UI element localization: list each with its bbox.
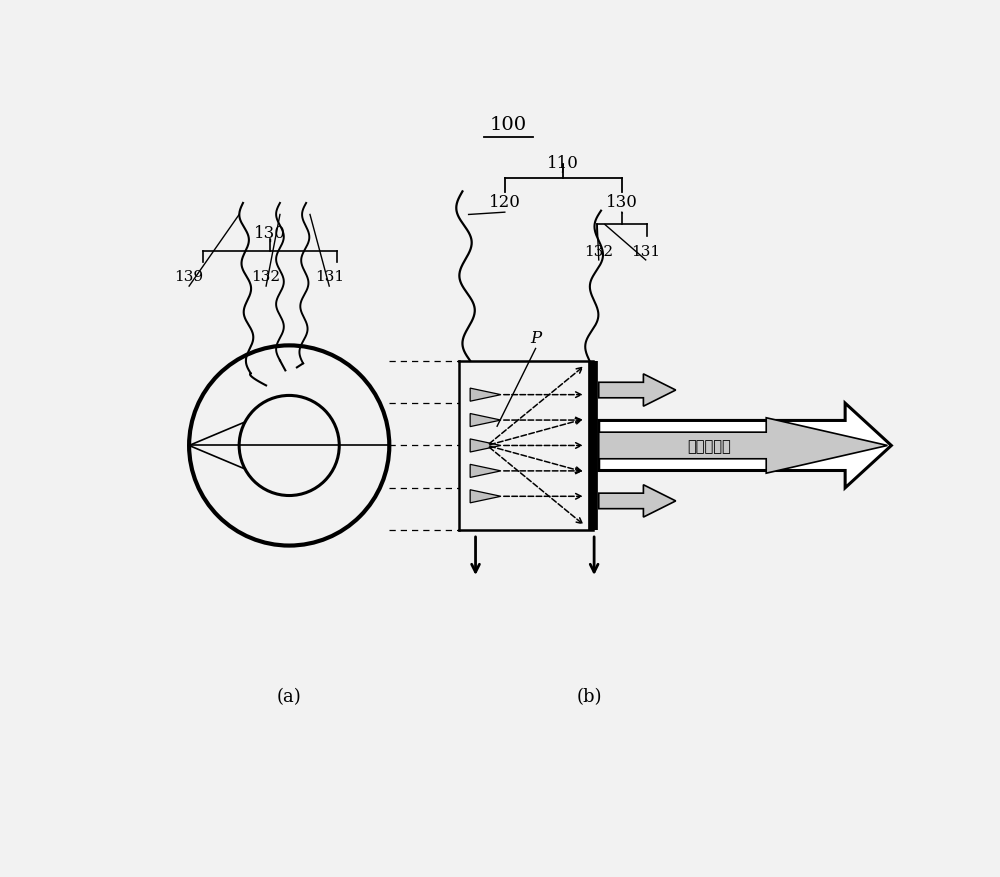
Polygon shape [470,465,501,478]
Text: (b): (b) [577,687,602,705]
FancyArrow shape [599,403,891,488]
Text: 中心离子风: 中心离子风 [687,438,731,453]
Text: 139: 139 [175,270,204,284]
Text: 130: 130 [606,194,638,210]
Text: (a): (a) [277,687,302,705]
Text: 132: 132 [252,270,281,284]
FancyArrow shape [599,485,676,517]
Text: 100: 100 [490,117,527,134]
Text: 130: 130 [254,225,286,241]
FancyArrow shape [599,374,676,407]
Polygon shape [470,439,501,453]
Polygon shape [470,414,501,427]
FancyArrow shape [599,418,887,474]
Text: 110: 110 [547,155,578,172]
Polygon shape [470,490,501,503]
Text: P: P [530,330,541,346]
Text: 120: 120 [489,194,521,210]
Text: 131: 131 [315,270,344,284]
Polygon shape [470,389,501,402]
Text: 131: 131 [631,245,660,259]
Text: 132: 132 [584,245,613,259]
